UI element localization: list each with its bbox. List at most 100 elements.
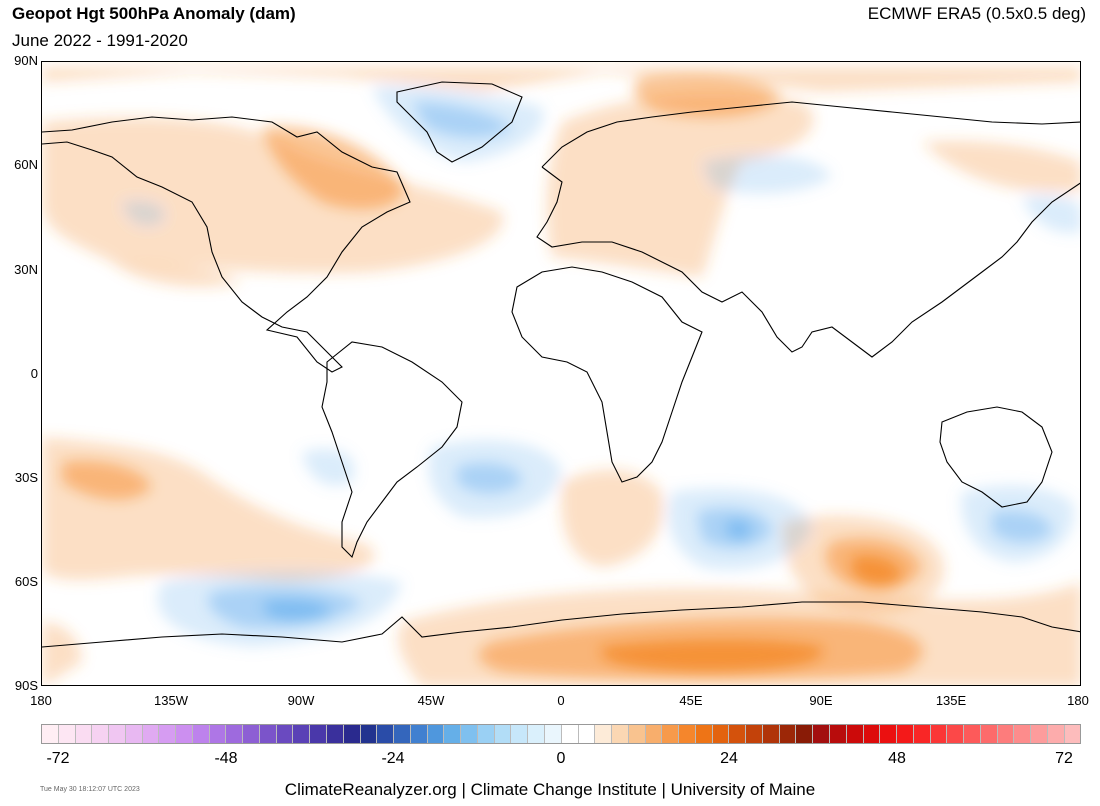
negative-anomaly-region: [457, 462, 522, 494]
colorbar-label: -72: [46, 750, 70, 767]
positive-anomaly-region: [42, 117, 504, 274]
coastline: [511, 266, 703, 483]
lon-label-0: 0: [557, 693, 565, 708]
colorbar-swatch: [746, 725, 763, 743]
colorbar-swatch: [729, 725, 747, 743]
colorbar-swatch: [813, 725, 830, 743]
lon-label-180e: 180: [1067, 693, 1089, 708]
colorbar-swatch: [612, 725, 629, 743]
anomaly-map: [41, 61, 1081, 686]
colorbar-swatch: [42, 725, 59, 743]
negative-anomaly-region: [992, 510, 1052, 543]
colorbar-swatch: [226, 725, 244, 743]
colorbar-swatch: [209, 725, 227, 743]
colorbar-swatch: [75, 725, 93, 743]
colorbar-swatch: [310, 725, 328, 743]
colorbar-label: 24: [720, 750, 738, 767]
lon-label-180w: 180: [30, 693, 52, 708]
colorbar-swatch: [561, 725, 579, 743]
colorbar-swatch: [511, 725, 529, 743]
colorbar-swatch: [662, 725, 680, 743]
footer-credits: ClimateReanalyzer.org | Climate Change I…: [284, 780, 816, 799]
lon-label-45e: 45E: [679, 693, 703, 708]
lat-label-30n: 30N: [14, 262, 38, 277]
colorbar-swatch: [494, 725, 512, 743]
negative-anomaly-region: [726, 520, 751, 539]
colorbar-swatch: [477, 725, 495, 743]
negative-anomaly-region: [302, 448, 355, 486]
colorbar: [41, 724, 1081, 744]
lon-label-90e: 90E: [809, 693, 833, 708]
colorbar-swatch: [427, 725, 445, 743]
colorbar-swatch: [897, 725, 914, 743]
colorbar-swatch: [863, 725, 881, 743]
colorbar-label: 48: [888, 750, 906, 767]
colorbar-swatch: [796, 725, 814, 743]
lat-label-0: 0: [30, 366, 38, 381]
colorbar-swatch: [779, 725, 797, 743]
negative-anomaly-region: [122, 200, 165, 226]
colorbar-label: 72: [1055, 750, 1073, 767]
colorbar-swatch: [578, 725, 596, 743]
positive-anomaly-region: [42, 67, 1080, 92]
lat-label-90s: 90S: [14, 678, 38, 693]
colorbar-swatch: [444, 725, 462, 743]
colorbar-swatch: [159, 725, 177, 743]
positive-anomaly-region: [62, 460, 152, 500]
colorbar-swatch: [695, 725, 713, 743]
colorbar-swatch: [679, 725, 696, 743]
coastline: [541, 101, 1080, 168]
colorbar-swatch: [1031, 725, 1048, 743]
map-subtitle: June 2022 - 1991-2020: [12, 31, 188, 50]
coastlines: [42, 81, 1080, 648]
colorbar-swatch: [880, 725, 898, 743]
lat-label-30s: 30S: [14, 470, 38, 485]
colorbar-swatch: [394, 725, 411, 743]
colorbar-swatch: [327, 725, 344, 743]
colorbar-swatch: [125, 725, 143, 743]
coastline: [536, 166, 1080, 358]
colorbar-swatch: [1014, 725, 1032, 743]
map-canvas: [42, 67, 1080, 685]
colorbar-swatch: [410, 725, 428, 743]
colorbar-swatch: [829, 725, 847, 743]
colorbar-swatch: [142, 725, 160, 743]
colorbar-swatch: [846, 725, 864, 743]
colorbar-swatch: [980, 725, 998, 743]
positive-anomaly-region: [112, 262, 242, 287]
colorbar-swatch: [377, 725, 395, 743]
colorbar-swatch: [293, 725, 311, 743]
colorbar-swatch: [964, 725, 981, 743]
coastline: [939, 406, 1053, 508]
colorbar-swatch: [276, 725, 294, 743]
colorbar-swatch: [58, 725, 76, 743]
colorbar-label: -24: [381, 750, 405, 767]
colorbar-swatch: [712, 725, 730, 743]
colorbar-swatch: [360, 725, 378, 743]
colorbar-swatch: [528, 725, 545, 743]
colorbar-swatch: [628, 725, 646, 743]
negative-anomaly-region: [262, 600, 332, 620]
colorbar-swatch: [947, 725, 965, 743]
lon-label-90w: 90W: [287, 693, 315, 708]
positive-anomaly-region: [561, 469, 664, 567]
positive-anomaly-region: [546, 93, 814, 277]
lat-label-90n: 90N: [14, 53, 38, 68]
colorbar-swatch: [176, 725, 193, 743]
data-source: ECMWF ERA5 (0.5x0.5 deg): [867, 4, 1086, 23]
map-title: Geopot Hgt 500hPa Anomaly (dam): [12, 4, 296, 23]
colorbar-swatch: [762, 725, 780, 743]
render-timestamp: Tue May 30 18:12:07 UTC 2023: [40, 786, 140, 793]
lon-label-45w: 45W: [417, 693, 445, 708]
colorbar-swatch: [930, 725, 948, 743]
negative-anomaly-region: [412, 102, 512, 138]
lat-label-60n: 60N: [14, 157, 38, 172]
negative-anomaly-region: [702, 154, 832, 194]
lon-label-135e: 135E: [935, 693, 967, 708]
lon-label-135w: 135W: [154, 693, 188, 708]
positive-anomaly-region: [852, 555, 902, 587]
lat-label-60s: 60S: [14, 574, 38, 589]
colorbar-swatch: [259, 725, 277, 743]
coastline: [42, 601, 1080, 648]
positive-anomaly-region: [922, 140, 1080, 193]
